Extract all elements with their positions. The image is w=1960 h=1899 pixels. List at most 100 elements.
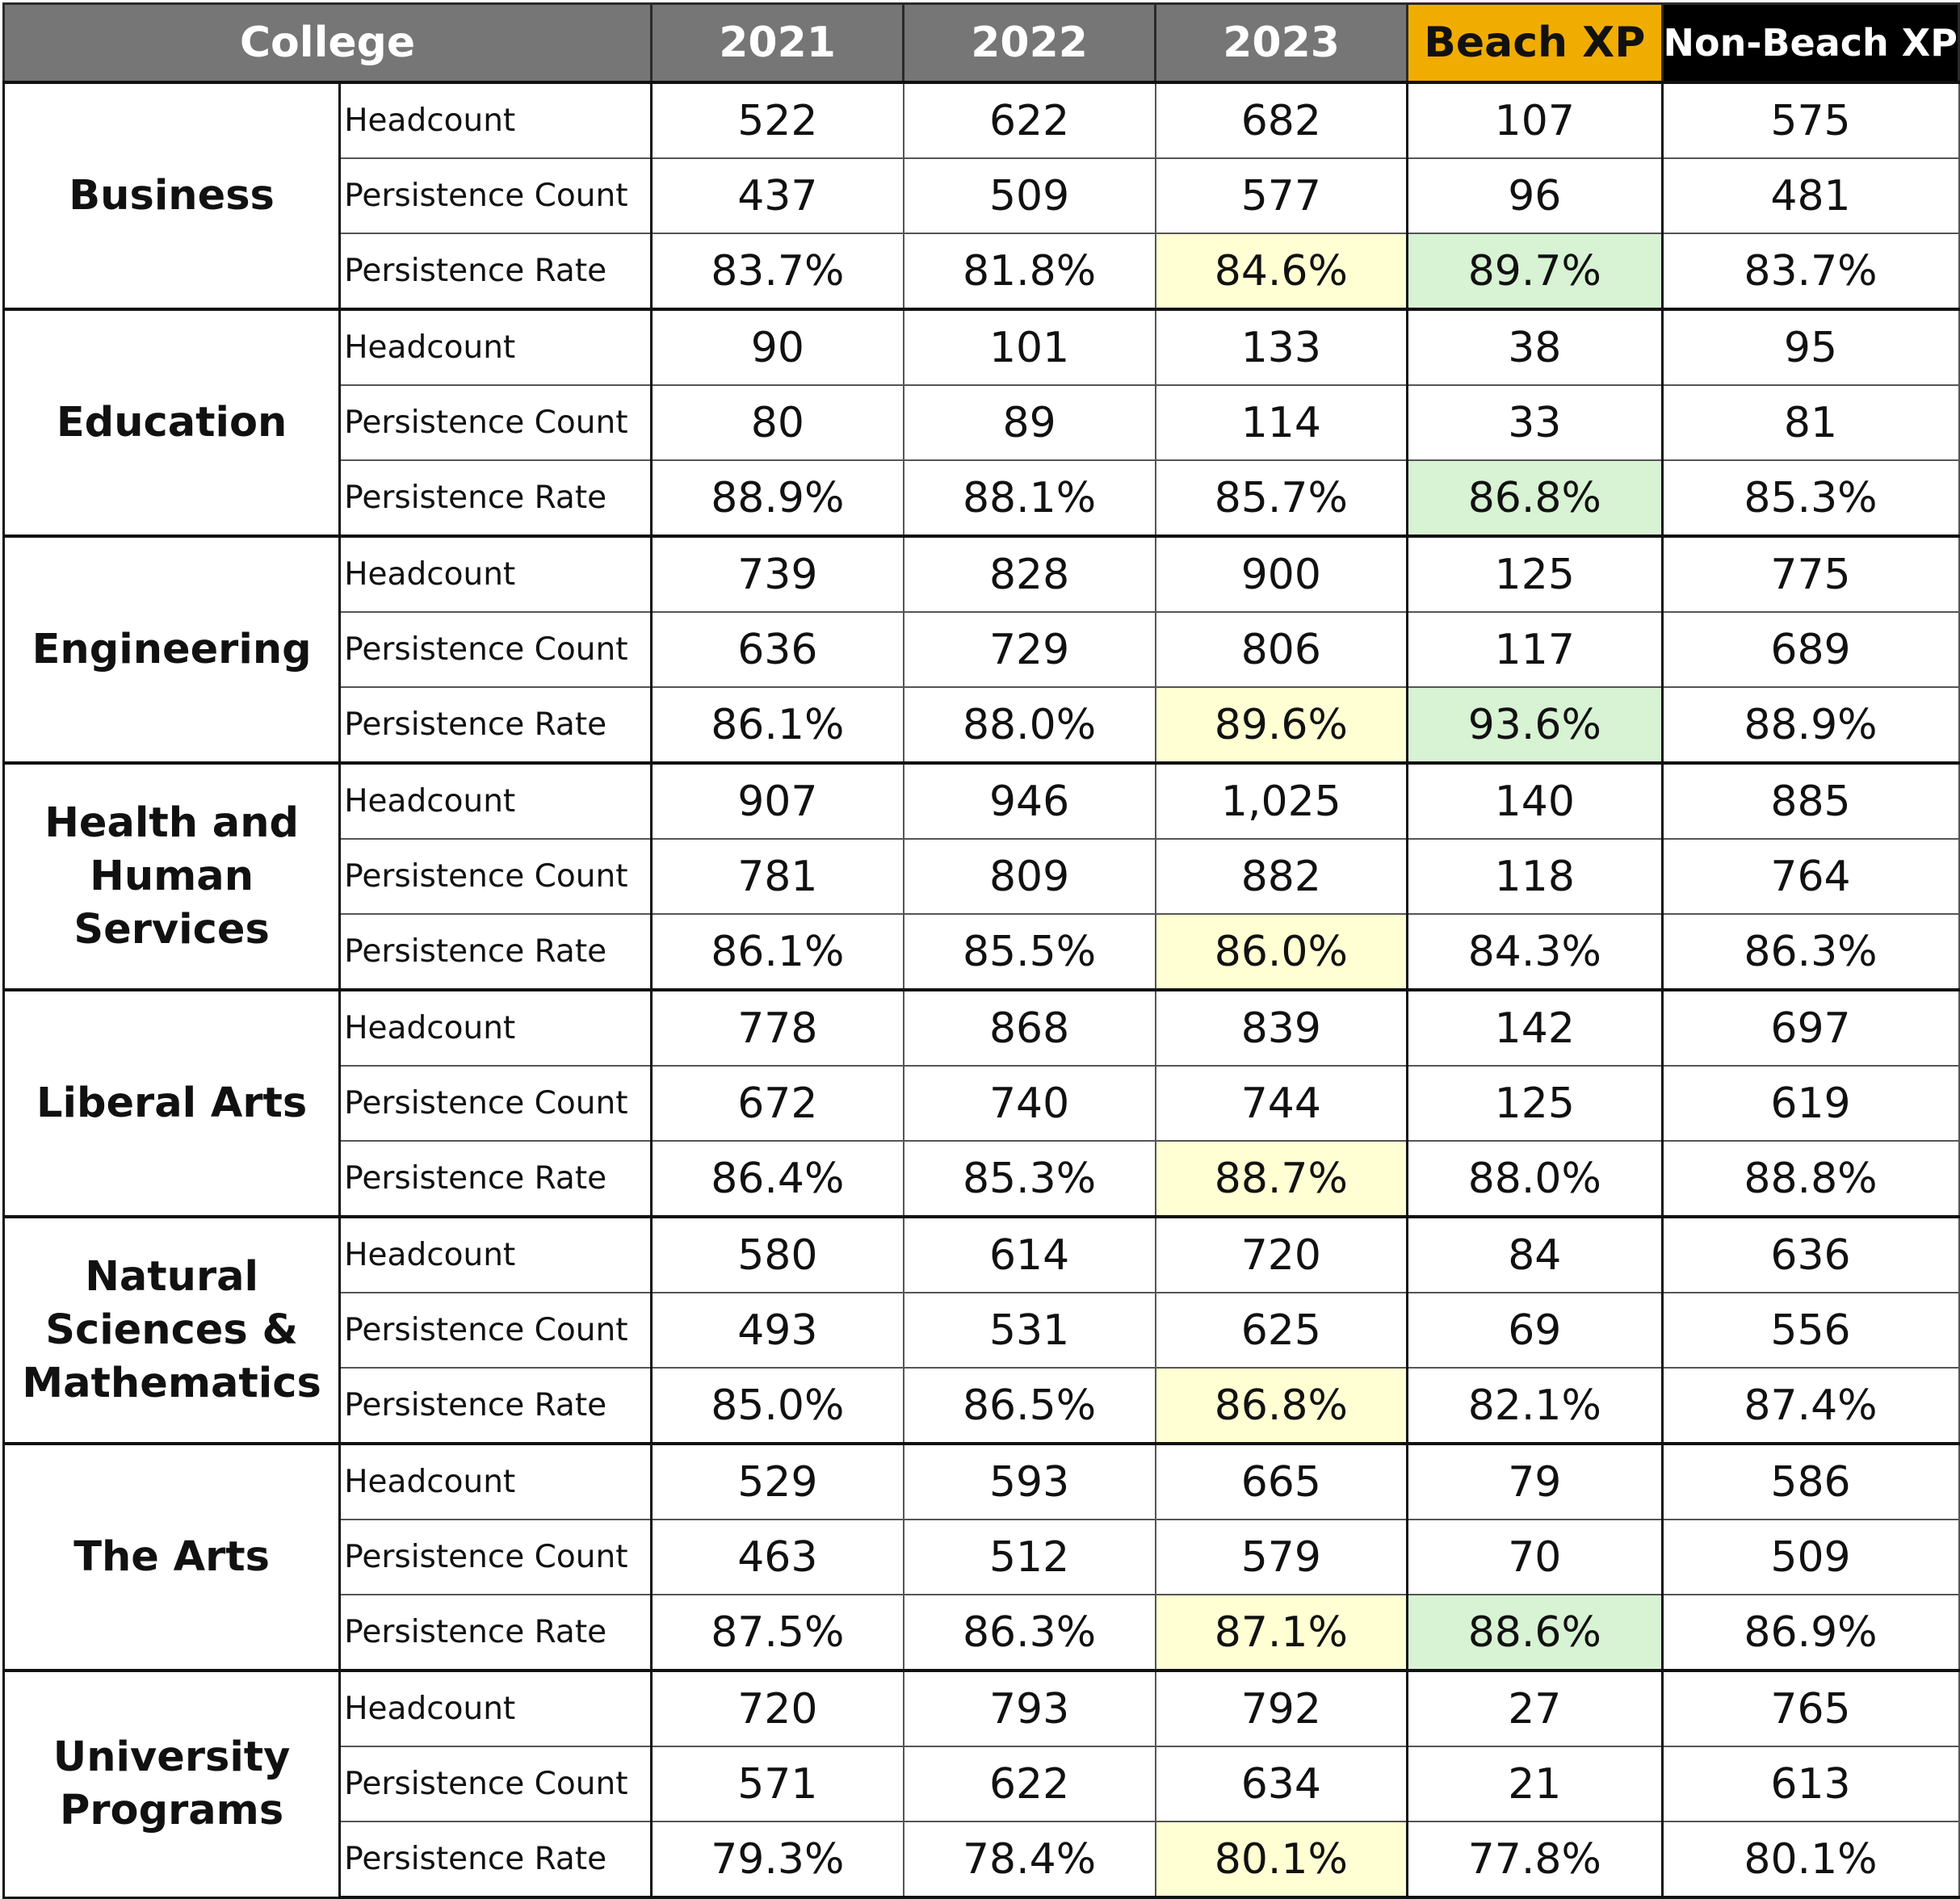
metric-label-cell: Headcount <box>338 761 653 840</box>
value-cell-2021: 571 <box>650 1746 904 1822</box>
value-cell-2023: 579 <box>1154 1519 1409 1595</box>
value-cell-2021: 636 <box>650 611 904 688</box>
value-cell-2023: 80.1% <box>1154 1821 1409 1899</box>
value-cell-2021: 739 <box>650 534 904 613</box>
table-row: University Programs Headcount 720 793 792 27 7… <box>2 1669 1960 1899</box>
value-cell-beach-xp: 140 <box>1406 761 1664 840</box>
metric-label-cell: Headcount <box>338 1215 653 1293</box>
value-cell-2023: 625 <box>1154 1292 1409 1369</box>
value-cell-2023: 882 <box>1154 838 1409 915</box>
value-cell-non-beach-xp: 775 <box>1661 534 1960 613</box>
value-cell-2022: 81.8% <box>902 233 1156 311</box>
value-cell-non-beach-xp: 575 <box>1661 81 1960 159</box>
value-cell-beach-xp: 96 <box>1406 157 1664 234</box>
value-cell-non-beach-xp: 86.9% <box>1661 1594 1960 1672</box>
value-cell-beach-xp: 88.6% <box>1406 1594 1664 1672</box>
value-cell-2022: 622 <box>902 1746 1156 1822</box>
value-cell-2022: 740 <box>902 1065 1156 1142</box>
value-cell-2023: 634 <box>1154 1746 1409 1822</box>
value-cell-non-beach-xp: 80.1% <box>1661 1821 1960 1899</box>
metric-label-cell: Headcount <box>338 308 653 386</box>
value-cell-2022: 531 <box>902 1292 1156 1369</box>
metric-label-cell: Persistence Count <box>338 1292 653 1369</box>
value-cell-2022: 946 <box>902 761 1156 840</box>
value-cell-2023: 720 <box>1154 1215 1409 1293</box>
value-cell-2021: 79.3% <box>650 1821 904 1899</box>
value-cell-beach-xp: 27 <box>1406 1669 1664 1747</box>
table-row: Education Headcount 90 101 133 38 95 <box>2 308 1960 538</box>
table-row: Persistence Count 636 729 806 117 689 <box>4 611 1960 688</box>
college-column-header: College <box>2 2 653 84</box>
metric-label-cell: Headcount <box>338 1669 653 1747</box>
value-cell-2023: 86.0% <box>1154 913 1409 991</box>
value-cell-2021: 493 <box>650 1292 904 1369</box>
college-name-cell: Liberal Arts <box>2 988 342 1218</box>
value-cell-non-beach-xp: 697 <box>1661 988 1960 1067</box>
value-cell-non-beach-xp: 88.8% <box>1661 1140 1960 1218</box>
table-row: Persistence Count 781 809 882 118 764 <box>4 838 1960 915</box>
college-name-cell: Business <box>2 81 342 311</box>
value-cell-non-beach-xp: 885 <box>1661 761 1960 840</box>
table-body: Business Headcount 522 622 682 107 575 Persiste… <box>2 81 1960 1899</box>
value-cell-2021: 672 <box>650 1065 904 1142</box>
metric-label-cell: Persistence Rate <box>338 459 653 538</box>
metric-label-cell: Persistence Count <box>338 384 653 461</box>
table-row: The Arts Headcount 529 593 665 79 586 <box>2 1442 1960 1672</box>
value-cell-2021: 907 <box>650 761 904 840</box>
value-cell-2022: 622 <box>902 81 1156 159</box>
value-cell-2023: 89.6% <box>1154 686 1409 765</box>
value-cell-2021: 86.1% <box>650 686 904 765</box>
value-cell-2023: 682 <box>1154 81 1409 159</box>
value-cell-2023: 792 <box>1154 1669 1409 1747</box>
metric-label-cell: Persistence Count <box>338 611 653 688</box>
value-cell-2022: 86.3% <box>902 1594 1156 1672</box>
value-cell-2021: 720 <box>650 1669 904 1747</box>
value-cell-2022: 868 <box>902 988 1156 1067</box>
value-cell-2021: 90 <box>650 308 904 386</box>
value-cell-beach-xp: 79 <box>1406 1442 1664 1520</box>
table-row: Persistence Rate 86.1% 85.5% 86.0% 84.3% 86.3… <box>4 913 1960 991</box>
value-cell-2023: 1,025 <box>1154 761 1409 840</box>
value-cell-2022: 828 <box>902 534 1156 613</box>
value-cell-beach-xp: 33 <box>1406 384 1664 461</box>
table-row: Persistence Rate 85.0% 86.5% 86.8% 82.1% 87.4… <box>4 1367 1960 1445</box>
table-row: Engineering Headcount 739 828 900 125 775 <box>2 534 1960 765</box>
metric-label-cell: Persistence Rate <box>338 1594 653 1672</box>
value-cell-non-beach-xp: 619 <box>1661 1065 1960 1142</box>
value-cell-beach-xp: 69 <box>1406 1292 1664 1369</box>
year-2021-column-header: 2021 <box>650 2 905 84</box>
value-cell-non-beach-xp: 509 <box>1661 1519 1960 1595</box>
value-cell-beach-xp: 38 <box>1406 308 1664 386</box>
metric-label-cell: Persistence Rate <box>338 913 653 991</box>
value-cell-beach-xp: 107 <box>1406 81 1664 159</box>
table-row: Persistence Count 672 740 744 125 619 <box>4 1065 1960 1142</box>
metric-label-cell: Persistence Count <box>338 1746 653 1822</box>
metric-label-cell: Persistence Count <box>338 157 653 234</box>
value-cell-2021: 529 <box>650 1442 904 1520</box>
year-2022-column-header: 2022 <box>902 2 1157 84</box>
table-row: Persistence Rate 86.1% 88.0% 89.6% 93.6% 88.9… <box>4 686 1960 765</box>
value-cell-2022: 593 <box>902 1442 1156 1520</box>
table-row: Persistence Rate 87.5% 86.3% 87.1% 88.6% 86.9… <box>4 1594 1960 1672</box>
value-cell-non-beach-xp: 689 <box>1661 611 1960 688</box>
college-name-cell: The Arts <box>2 1442 342 1672</box>
value-cell-non-beach-xp: 86.3% <box>1661 913 1960 991</box>
table-row: Persistence Count 80 89 114 33 81 <box>4 384 1960 461</box>
value-cell-2021: 781 <box>650 838 904 915</box>
value-cell-non-beach-xp: 87.4% <box>1661 1367 1960 1445</box>
value-cell-2022: 809 <box>902 838 1156 915</box>
metric-label-cell: Headcount <box>338 1442 653 1520</box>
value-cell-beach-xp: 125 <box>1406 1065 1664 1142</box>
value-cell-2023: 744 <box>1154 1065 1409 1142</box>
value-cell-2023: 114 <box>1154 384 1409 461</box>
value-cell-2022: 101 <box>902 308 1156 386</box>
value-cell-2023: 133 <box>1154 308 1409 386</box>
metric-label-cell: Headcount <box>338 988 653 1067</box>
table-row: Persistence Count 437 509 577 96 481 <box>4 157 1960 234</box>
college-name-cell: Health and Human Services <box>2 761 342 991</box>
metric-label-cell: Persistence Count <box>338 1519 653 1595</box>
college-name-cell: Education <box>2 308 342 538</box>
value-cell-2021: 88.9% <box>650 459 904 538</box>
